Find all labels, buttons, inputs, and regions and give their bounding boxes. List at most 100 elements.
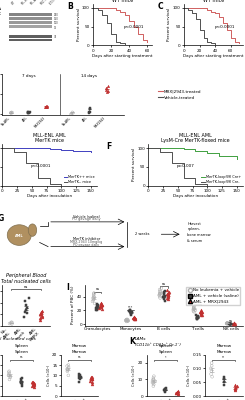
Point bbox=[95, 305, 99, 312]
Point bbox=[90, 378, 94, 385]
Legend: MerTK++ mice, MerTK-- mice: MerTK++ mice, MerTK-- mice bbox=[64, 175, 95, 184]
Point bbox=[99, 300, 103, 307]
Point bbox=[167, 288, 171, 295]
Point bbox=[19, 377, 23, 384]
Point bbox=[175, 389, 179, 395]
Text: MRX2943: MRX2943 bbox=[33, 116, 46, 129]
Point bbox=[45, 103, 49, 109]
Point bbox=[158, 295, 162, 301]
Point bbox=[45, 103, 49, 109]
Text: 100: 100 bbox=[54, 21, 59, 25]
Title: MLL-AF9 AML
WT mice: MLL-AF9 AML WT mice bbox=[197, 0, 229, 3]
Point bbox=[162, 293, 166, 300]
Point bbox=[158, 288, 162, 294]
Title: Marrow: Marrow bbox=[72, 350, 87, 354]
Point bbox=[199, 308, 203, 314]
Point bbox=[30, 378, 34, 385]
Point bbox=[23, 314, 26, 320]
Point bbox=[210, 374, 214, 380]
Point bbox=[87, 109, 91, 115]
Point bbox=[126, 318, 130, 324]
Point bbox=[176, 390, 180, 397]
Point bbox=[10, 321, 14, 327]
Point bbox=[158, 288, 162, 295]
Point bbox=[163, 389, 167, 395]
Point bbox=[19, 376, 23, 383]
Point bbox=[209, 365, 213, 372]
Point bbox=[195, 316, 199, 323]
Text: AML: AML bbox=[82, 116, 89, 123]
Point bbox=[162, 295, 166, 301]
Point bbox=[162, 291, 166, 298]
Point bbox=[225, 320, 229, 326]
Point bbox=[195, 316, 199, 322]
Point bbox=[100, 302, 104, 308]
Point bbox=[192, 302, 196, 308]
Y-axis label: Percent of PBC (%): Percent of PBC (%) bbox=[71, 286, 75, 324]
Legend: MRX|2943-treated, Vehicle-treated: MRX|2943-treated, Vehicle-treated bbox=[158, 90, 201, 100]
Bar bbox=[10, 39, 52, 41]
Point bbox=[129, 311, 133, 317]
Text: MerTK inhibitor: MerTK inhibitor bbox=[73, 237, 100, 241]
Point bbox=[133, 315, 136, 321]
Text: K: K bbox=[130, 338, 135, 346]
Point bbox=[9, 110, 13, 116]
Text: *: * bbox=[165, 355, 166, 359]
Point bbox=[129, 308, 133, 315]
Point bbox=[66, 366, 70, 372]
Point bbox=[43, 103, 47, 110]
Point bbox=[175, 389, 179, 396]
Point bbox=[100, 302, 104, 308]
Ellipse shape bbox=[7, 225, 31, 245]
Point bbox=[166, 296, 170, 302]
Point bbox=[91, 298, 95, 305]
Point bbox=[90, 376, 94, 383]
Point bbox=[99, 303, 103, 310]
Point bbox=[9, 109, 13, 116]
Point bbox=[232, 320, 235, 327]
Point bbox=[65, 368, 69, 374]
Point bbox=[232, 320, 236, 326]
Point bbox=[92, 294, 96, 300]
Point bbox=[195, 312, 198, 318]
Point bbox=[95, 307, 99, 314]
Bar bbox=[10, 35, 52, 38]
Text: ns: ns bbox=[24, 285, 28, 289]
Point bbox=[30, 382, 34, 389]
Point bbox=[151, 375, 155, 381]
Point bbox=[128, 307, 132, 314]
Point bbox=[132, 314, 136, 320]
Point bbox=[225, 320, 229, 326]
Text: Harvest: Harvest bbox=[187, 222, 201, 226]
Point bbox=[174, 390, 178, 396]
Point bbox=[232, 320, 236, 327]
Text: p<0.0001: p<0.0001 bbox=[124, 25, 144, 29]
Point bbox=[96, 302, 99, 308]
Bar bbox=[10, 17, 52, 20]
Point bbox=[106, 83, 110, 90]
Point bbox=[124, 318, 128, 325]
Point bbox=[129, 310, 133, 316]
Point bbox=[167, 293, 171, 299]
Point bbox=[126, 318, 130, 324]
Point bbox=[65, 366, 69, 372]
Text: 250: 250 bbox=[54, 13, 59, 17]
X-axis label: Days after inoculation: Days after inoculation bbox=[27, 194, 72, 198]
Ellipse shape bbox=[28, 224, 37, 236]
Point bbox=[163, 298, 167, 305]
Point bbox=[20, 382, 24, 389]
Title: MLL-ENL AML
LysM-Cre MerTK-floxed mice: MLL-ENL AML LysM-Cre MerTK-floxed mice bbox=[161, 133, 230, 143]
Point bbox=[200, 308, 204, 315]
Point bbox=[166, 292, 170, 298]
Point bbox=[7, 368, 11, 374]
Point bbox=[229, 320, 233, 327]
Point bbox=[26, 110, 30, 116]
Point bbox=[8, 320, 12, 327]
Y-axis label: Cells (×10⁶): Cells (×10⁶) bbox=[132, 365, 136, 386]
Point bbox=[32, 384, 36, 390]
Point bbox=[105, 88, 109, 95]
Point bbox=[89, 375, 93, 382]
Text: *: * bbox=[196, 300, 198, 304]
Text: G: G bbox=[0, 214, 4, 223]
Point bbox=[44, 104, 48, 110]
